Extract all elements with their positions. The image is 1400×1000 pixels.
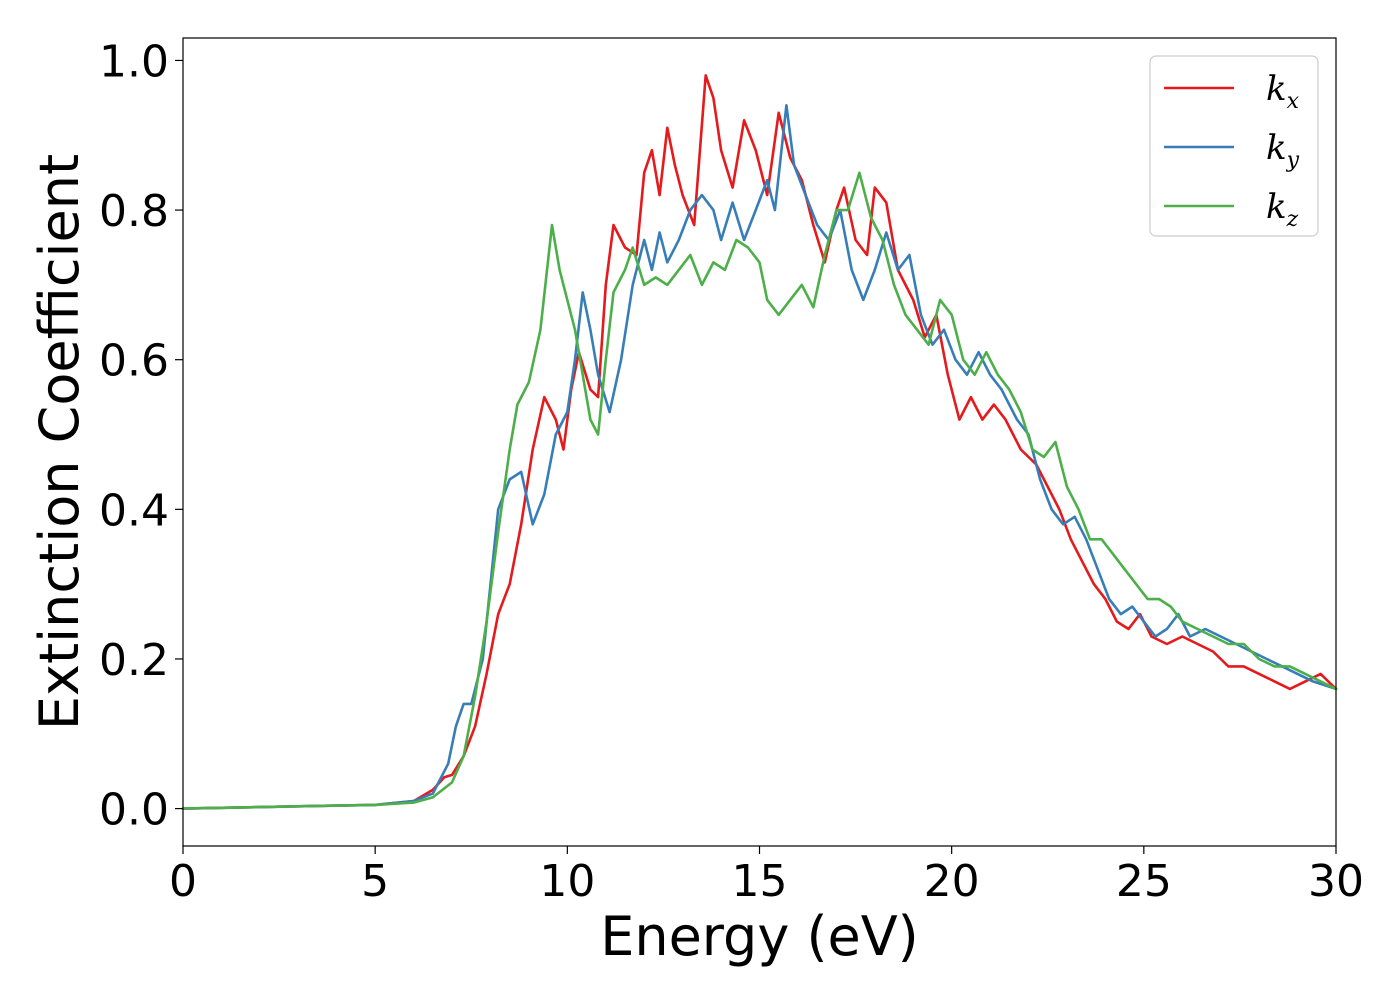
x-tick-label: 10 [539, 856, 595, 907]
x-tick-label: 30 [1308, 856, 1364, 907]
series-layer [181, 74, 1338, 810]
x-tick-label: 15 [732, 856, 788, 907]
x-tick-label: 0 [169, 856, 197, 907]
y-axis-title: Extinction Coefficient [28, 154, 91, 730]
y-tick-label: 0.2 [99, 635, 169, 686]
legend-label-subscript: x [1287, 89, 1300, 114]
legend-label-y: ky [1266, 128, 1300, 173]
x-tick-label: 5 [361, 856, 389, 907]
legend-label-subscript: y [1286, 148, 1300, 173]
legend-label-base: k [1266, 187, 1287, 227]
legend-label-base: k [1266, 69, 1287, 109]
y-tick-label: 0.0 [99, 785, 169, 836]
series-line-z [181, 171, 1338, 810]
y-tick-label: 0.8 [99, 186, 169, 237]
x-tick-label: 20 [924, 856, 980, 907]
series-line-x [181, 74, 1338, 810]
y-tick-label: 0.6 [99, 336, 169, 387]
y-axis: 0.0 0.2 0.4 0.6 0.8 1.0 [99, 36, 183, 836]
legend-label-subscript: z [1286, 207, 1299, 232]
x-tick-label: 25 [1116, 856, 1172, 907]
y-tick-label: 1.0 [99, 36, 169, 87]
legend-label-base: k [1266, 128, 1287, 168]
x-axis-title: Energy (eV) [600, 905, 919, 968]
y-tick-label: 0.4 [99, 485, 169, 536]
legend-label-x: kx [1266, 69, 1300, 114]
legend-label-z: kz [1266, 187, 1299, 232]
x-axis: 0 5 10 15 20 25 30 [169, 846, 1364, 907]
series-line-y [181, 104, 1338, 810]
